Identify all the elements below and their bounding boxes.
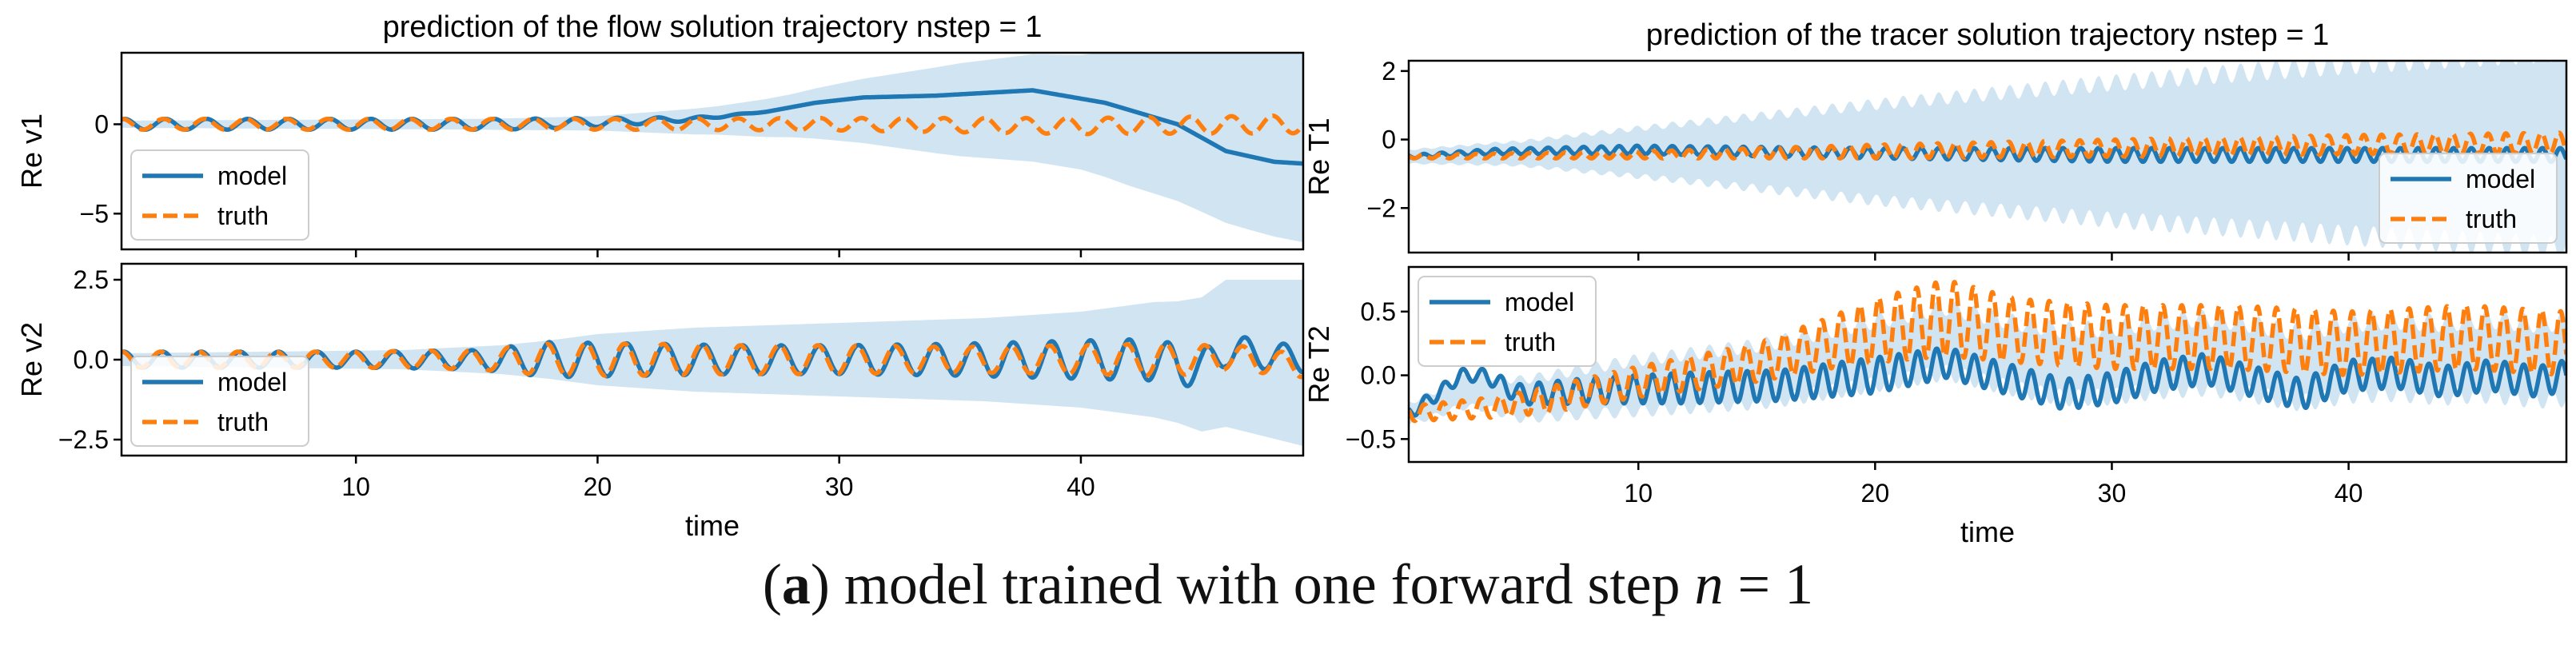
series-truth-line [1409,130,2566,161]
y-tick-label: 2.5 [74,265,109,294]
legend: model truth [2379,153,2558,244]
x-tick-label: 40 [2335,479,2363,508]
y-tick-label: 0.0 [1361,361,1396,390]
figure-caption: (a) model trained with one forward step … [0,551,2576,618]
y-tick-label: −5 [80,199,109,228]
uncertainty-band [122,53,1303,243]
y-axis-label: Re v1 [15,113,48,189]
chart-title: prediction of the tracer solution trajec… [1646,18,2329,52]
caption-label: a [781,552,811,616]
caption-equation: = 1 [1723,552,1814,616]
y-tick-label: −2.5 [58,425,109,454]
y-axis-label: Re T1 [1302,117,1335,195]
y-tick-label: 0 [94,110,109,138]
legend: model truth [130,356,309,447]
legend-model-label: model [1505,288,1574,317]
y-axis-label: Re T2 [1302,325,1335,403]
plot-area [122,53,1303,243]
series-truth-line [122,341,1303,380]
uncertainty-band [122,280,1303,446]
series-model-line [122,88,1303,166]
legend-truth-label: truth [217,201,269,230]
y-tick-label: 0.0 [74,345,109,374]
plot-area [122,280,1303,446]
x-tick-label: 20 [584,472,612,501]
x-tick-label: 10 [1624,479,1653,508]
legend-truth-label: truth [217,408,269,436]
y-axis-label: Re v2 [15,322,48,397]
x-axis-label: time [685,509,740,542]
chart-title: prediction of the flow solution trajecto… [383,10,1043,44]
x-tick-label: 40 [1067,472,1095,501]
legend-model-label: model [217,161,287,190]
caption-close: ) [810,552,830,616]
y-tick-label: 0.5 [1361,297,1396,326]
y-tick-label: −2 [1367,193,1396,222]
x-tick-label: 20 [1861,479,1890,508]
figure: −5 0 Re v1 prediction of the flow solution … [15,10,2568,548]
caption-text: model trained with one forward step [829,552,1695,616]
x-axis-label: time [1960,516,2015,548]
y-tick-label: 0 [1382,125,1396,154]
legend-model-label: model [217,368,287,396]
caption-open: ( [762,552,782,616]
y-tick-label: −0.5 [1346,424,1396,453]
plot-area [1409,61,2566,253]
legend-truth-label: truth [1505,328,1556,356]
legend-model-label: model [2466,165,2535,193]
chart-panel-2: 10 20 30 40 −2.5 0.0 2.5 Re v2 time model truth [15,262,1305,542]
series-model-line [1409,143,2566,165]
plot-frame [1407,59,2568,254]
x-tick-label: 30 [2098,479,2127,508]
legend: model truth [1418,276,1597,367]
plot-frame [1407,265,2568,464]
plot-area [1409,280,2566,426]
chart-panel-4: 10 20 30 40 −0.5 0.0 0.5 Re T2 time model truth [1302,265,2568,548]
chart-panel-1: −5 0 Re v1 prediction of the flow solution … [15,10,1305,257]
y-tick-label: 2 [1382,57,1396,86]
plot-frame [120,51,1305,251]
legend: model truth [130,149,309,241]
series-truth-line [122,113,1303,137]
x-tick-label: 10 [341,472,370,501]
legend-truth-label: truth [2466,205,2517,233]
caption-variable: n [1694,552,1724,616]
x-tick-label: 30 [825,472,854,501]
series-truth-line [1409,280,2566,424]
chart-panel-3: −2 0 2 Re T1 prediction of the tracer soluti… [1302,18,2568,261]
